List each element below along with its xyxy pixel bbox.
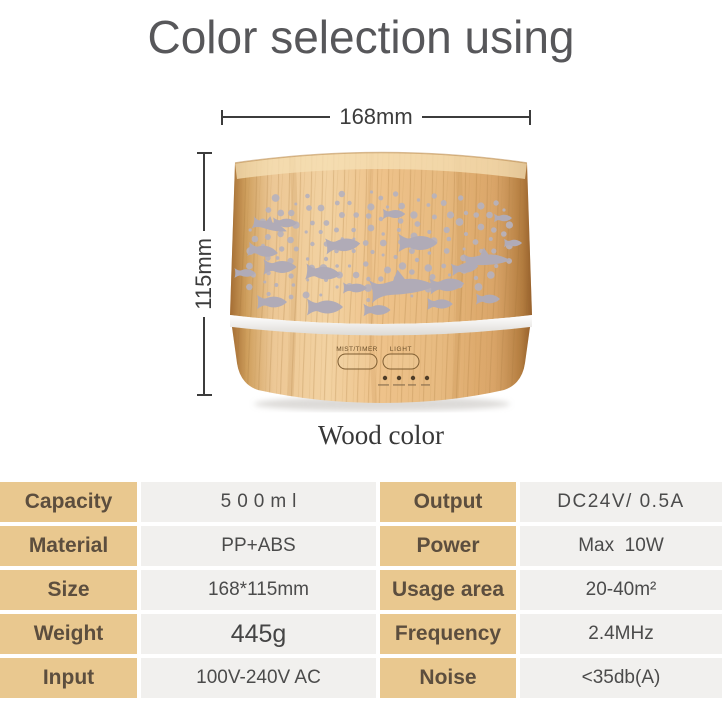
led-caption-marks	[378, 384, 430, 386]
light-button[interactable]	[382, 353, 420, 370]
spec-label-material: Material	[0, 526, 137, 566]
spec-label-frequency: Frequency	[380, 614, 516, 654]
dimension-tick	[196, 394, 212, 397]
led-indicator-dots	[382, 375, 430, 381]
spec-value-usage-area: 20-40m²	[520, 570, 722, 610]
control-panel: MIST/TIMER LIGHT	[336, 346, 430, 386]
wood-grain-texture	[230, 152, 532, 403]
spec-label-input: Input	[0, 658, 137, 698]
dimension-tick	[221, 109, 223, 125]
spec-value-input: 100V-240V AC	[141, 658, 376, 698]
spec-table: Capacity 500ml Output DC24V/ 0.5A Materi…	[0, 482, 722, 698]
product-shadow	[254, 397, 510, 411]
dimension-tick	[529, 109, 532, 125]
color-caption: Wood color	[317, 420, 445, 450]
spec-label-weight: Weight	[0, 614, 137, 654]
mist-timer-button[interactable]	[337, 353, 378, 370]
height-dimension-annotation: 115mm	[191, 152, 216, 397]
height-dimension-label: 115mm	[191, 238, 216, 310]
width-dimension-annotation: 168mm	[221, 104, 532, 129]
spec-label-size: Size	[0, 570, 137, 610]
spec-value-output: DC24V/ 0.5A	[520, 482, 722, 522]
diffuser-top-rim	[235, 152, 527, 179]
product-photo-diffuser: MIST/TIMER LIGHT	[222, 148, 540, 416]
spec-label-usage-area: Usage area	[380, 570, 516, 610]
spec-label-noise: Noise	[380, 658, 516, 698]
dimension-line	[223, 116, 331, 118]
width-dimension-label: 168mm	[339, 104, 413, 129]
spec-value-noise: <35db(A)	[520, 658, 722, 698]
page-title: Color selection using	[147, 11, 575, 63]
diffuser-image: MIST/TIMER LIGHT	[230, 151, 532, 411]
dimension-tick	[196, 152, 212, 154]
diffuser-white-band	[230, 315, 532, 336]
light-button-label: LIGHT	[390, 346, 412, 353]
dimension-line	[203, 316, 205, 395]
dimension-line	[421, 116, 530, 118]
spec-value-material: PP+ABS	[141, 526, 376, 566]
rim-line	[234, 151, 528, 164]
spec-label-power: Power	[380, 526, 516, 566]
mist-timer-button-label: MIST/TIMER	[336, 346, 378, 353]
dimension-line	[203, 154, 205, 232]
spec-label-capacity: Capacity	[0, 482, 137, 522]
spec-label-output: Output	[380, 482, 516, 522]
spec-value-capacity: 500ml	[141, 482, 376, 522]
spec-value-frequency: 2.4MHz	[520, 614, 722, 654]
spec-value-weight: 445g	[141, 614, 376, 654]
spec-value-power: Max 10W	[520, 526, 722, 566]
spec-value-size: 168*115mm	[141, 570, 376, 610]
